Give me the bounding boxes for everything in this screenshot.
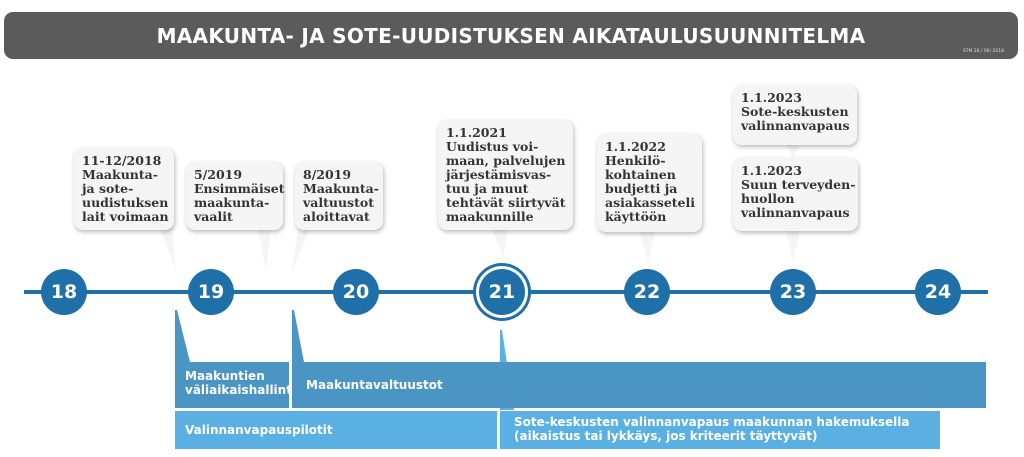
tail-milestone-4 (492, 228, 508, 258)
tail-milestone-6 (786, 144, 800, 158)
year-marker-22: 22 (624, 269, 670, 315)
phase-regional-councils: Maakuntavaltuustot (292, 362, 986, 408)
milestone-5-line-3: kohtainen (605, 167, 676, 182)
milestone-1-line-5: lait voimaan (82, 209, 169, 224)
milestone-bubble-5: 1.1.2022 Henkilö- kohtainen budjetti ja … (597, 134, 702, 232)
milestone-2-line-2: Ensimmäiset (194, 181, 285, 196)
milestone-bubble-6: 1.1.2023 Sote-keskusten valinnanvapaus (733, 85, 857, 145)
milestone-2-line-4: vaalit (194, 209, 233, 224)
milestone-6-line-1: 1.1.2023 (741, 90, 802, 105)
milestone-bubble-1: 11-12/2018 Maakunta- ja sote- uudistukse… (74, 148, 174, 230)
milestone-3-line-2: Maakunta- (303, 181, 379, 196)
milestone-bubble-3: 8/2019 Maakunta- valtuustot aloittavat (295, 162, 383, 230)
year-marker-19: 19 (188, 269, 234, 315)
milestone-7-line-4: valinnanvapaus (741, 205, 850, 220)
milestone-5-line-6: käyttöön (605, 209, 667, 224)
milestone-1-line-1: 11-12/2018 (82, 153, 162, 168)
milestone-4-line-2: Uudistus voi- (446, 139, 539, 154)
connector-councils (292, 310, 304, 362)
milestone-3-line-4: aloittavat (303, 209, 370, 224)
year-marker-23: 23 (770, 269, 816, 315)
milestone-5-line-5: asiakasseteli (605, 195, 695, 210)
milestone-3-line-1: 8/2019 (303, 167, 352, 182)
milestone-1-line-4: uudistuksen (82, 195, 169, 210)
milestone-4-line-6: tehtävät siirtyvät (446, 195, 566, 210)
connector-interim-admin (175, 310, 190, 362)
milestone-7-line-2: Suun terveyden- (741, 177, 856, 192)
phase-regional-choice-line-2: (aikaistus tai lykkäys, jos kriteerit tä… (514, 429, 818, 443)
milestone-6-line-3: valinnanvapaus (741, 118, 850, 133)
tail-milestone-3 (292, 228, 310, 272)
page-title: MAAKUNTA- JA SOTE-UUDISTUKSEN AIKATAULUS… (156, 23, 866, 48)
milestone-2-line-3: maakunta- (194, 195, 270, 210)
milestone-4-line-7: maakunnille (446, 209, 534, 224)
milestone-bubble-7: 1.1.2023 Suun terveyden- huollon valinna… (733, 158, 858, 231)
milestone-1-line-2: Maakunta- (82, 167, 158, 182)
year-marker-21: 21 (479, 269, 525, 315)
milestone-4-line-5: tuu ja muut (446, 181, 529, 196)
year-marker-18: 18 (41, 269, 87, 315)
title-bar: MAAKUNTA- JA SOTE-UUDISTUKSEN AIKATAULUS… (4, 12, 1018, 59)
milestone-4-line-1: 1.1.2021 (446, 125, 507, 140)
year-marker-24: 24 (915, 269, 961, 315)
milestone-5-line-1: 1.1.2022 (605, 139, 666, 154)
milestone-7-line-3: huollon (741, 191, 795, 206)
year-marker-20: 20 (333, 269, 379, 315)
milestone-4-line-4: järjestämisvas- (446, 167, 552, 182)
milestone-bubble-2: 5/2019 Ensimmäiset maakunta- vaalit (186, 162, 285, 230)
document-stamp: STM 28 / 06/ 2018 (962, 49, 1004, 54)
tail-milestone-7 (786, 230, 800, 262)
tail-milestone-5 (640, 232, 655, 262)
milestone-bubble-4: 1.1.2021 Uudistus voi- maan, palvelujen … (438, 120, 573, 230)
tail-milestone-1 (160, 228, 176, 272)
milestone-2-line-1: 5/2019 (194, 167, 243, 182)
milestone-6-line-2: Sote-keskusten (741, 104, 849, 119)
milestone-3-line-3: valtuustot (303, 195, 374, 210)
phase-choice-pilots: Valinnanvapauspilotit (175, 411, 497, 449)
tail-milestone-2 (258, 228, 271, 272)
phase-interim-line-2: väliaikaishallinto (185, 383, 301, 397)
milestone-5-line-2: Henkilö- (605, 153, 666, 168)
phase-pilots-label: Valinnanvapauspilotit (185, 423, 333, 437)
milestone-7-line-1: 1.1.2023 (741, 163, 802, 178)
milestone-1-line-3: ja sote- (82, 181, 134, 196)
phase-interim-administration: Maakuntien väliaikaishallinto (175, 362, 301, 408)
phase-regional-choice-line-1: Sote-keskusten valinnanvapaus maakunnan … (514, 415, 910, 429)
milestone-5-line-4: budjetti ja (605, 181, 678, 196)
phase-regional-choice: Sote-keskusten valinnanvapaus maakunnan … (500, 411, 940, 449)
milestone-4-line-3: maan, palvelujen (446, 153, 566, 168)
phase-councils-label: Maakuntavaltuustot (306, 378, 443, 392)
phase-interim-line-1: Maakuntien (185, 369, 265, 383)
